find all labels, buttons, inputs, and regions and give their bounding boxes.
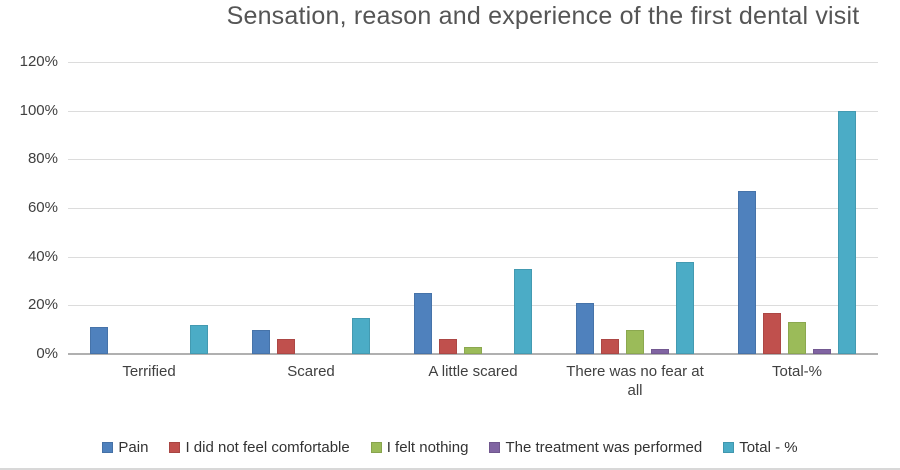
legend-label: I felt nothing [386, 439, 469, 456]
bar-group-a-little-scared [414, 62, 532, 354]
bar-i-felt-nothing-total [788, 322, 806, 354]
legend-item-total: Total - % [723, 439, 798, 456]
y-axis-tick-label: 0% [36, 345, 58, 362]
bar-the-treatment-was-performed-total [813, 349, 831, 354]
legend-swatch-the-treatment-was-performed [489, 442, 501, 453]
plot-area [68, 62, 878, 355]
legend-item-pain: Pain [102, 439, 148, 456]
legend-item-i-did-not-feel-comfortable: I did not feel comfortable [169, 439, 350, 456]
bar-i-did-not-feel-comfortable-scared [277, 339, 295, 354]
bar-the-treatment-was-performed-there-was-no-fear-at-all [651, 349, 669, 354]
gridline [68, 110, 878, 112]
bar-i-felt-nothing-there-was-no-fear-at-all [626, 329, 644, 354]
legend-label: The treatment was performed [505, 439, 703, 456]
bar-group-terrified [90, 62, 208, 354]
bar-pain-there-was-no-fear-at-all [576, 302, 594, 354]
gridline [68, 159, 878, 161]
legend-swatch-pain [102, 442, 114, 453]
legend-item-i-felt-nothing: I felt nothing [370, 439, 469, 456]
x-axis-tick-label: Terrified [122, 363, 176, 380]
bar-group-there-was-no-fear-at-all [576, 62, 694, 354]
y-axis-tick-label: 20% [27, 296, 58, 314]
x-axis-tick-label: Total-% [771, 363, 823, 380]
bar-total-terrified [190, 324, 208, 354]
bar-pain-scared [252, 329, 270, 354]
y-axis-tick-label: 60% [27, 199, 58, 216]
bar-total-there-was-no-fear-at-all [676, 261, 694, 354]
gridline [68, 305, 878, 307]
x-axis-line [68, 353, 878, 355]
legend-label: I did not feel comfortable [185, 439, 350, 456]
y-axis-tick-label: 40% [27, 247, 58, 265]
legend-swatch-total [723, 442, 735, 453]
bar-i-did-not-feel-comfortable-a-little-scared [439, 339, 457, 354]
legend-label: Pain [118, 439, 149, 456]
gridline [68, 62, 878, 63]
y-axis-tick-label: 120% [19, 53, 58, 70]
bar-pain-total [738, 190, 756, 354]
legend-swatch-i-did-not-feel-comfortable [169, 442, 181, 453]
bar-group-total [738, 62, 856, 354]
legend-item-the-treatment-was-performed: The treatment was performed [489, 439, 702, 456]
bar-group-scared [252, 62, 370, 354]
legend-swatch-i-felt-nothing [370, 442, 382, 453]
x-axis-tick-label: A little scared [428, 363, 518, 380]
bar-i-felt-nothing-a-little-scared [464, 346, 482, 354]
chart-title: Sensation, reason and experience of the … [226, 2, 860, 30]
x-axis-tick-label: There was no fear at all [566, 363, 704, 399]
legend: Pain I did not feel comfortable I felt not… [0, 439, 900, 456]
gridline [68, 208, 878, 209]
y-axis-tick-label: 80% [27, 150, 58, 168]
gridline [68, 256, 878, 258]
bar-total-total [838, 110, 856, 354]
y-axis-tick-label: 100% [19, 101, 58, 119]
bar-i-did-not-feel-comfortable-there-was-no-fear-at-all [601, 339, 619, 354]
bar-total-scared [352, 317, 370, 354]
bar-total-a-little-scared [514, 268, 532, 354]
x-axis-tick-label: Scared [287, 363, 335, 380]
bar-i-did-not-feel-comfortable-total [763, 312, 781, 354]
bar-pain-a-little-scared [414, 293, 432, 354]
bar-pain-terrified [90, 327, 108, 354]
legend-label: Total - % [739, 439, 798, 456]
